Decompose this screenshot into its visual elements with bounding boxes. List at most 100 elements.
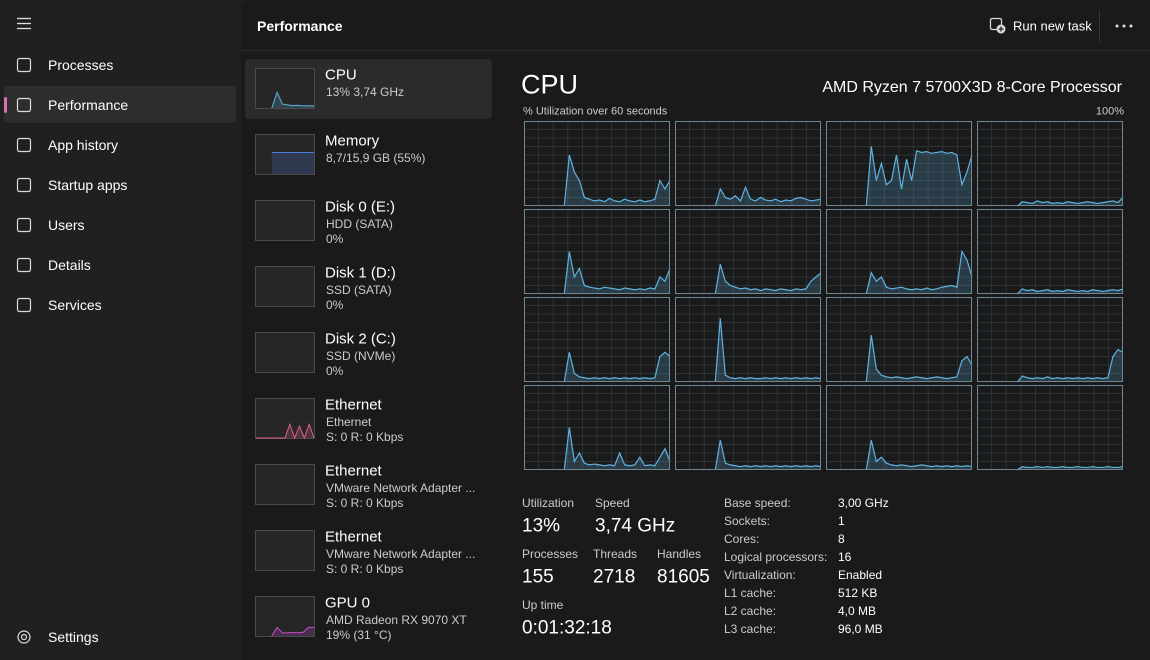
core-cell [826,385,972,470]
graph-line [563,427,671,471]
graph-area [564,427,670,470]
graph-line [256,422,315,440]
settings[interactable]: Settings [48,629,99,645]
graph-area [271,152,314,174]
settings-icon[interactable] [17,630,31,644]
graph-line [865,440,973,471]
spec-value: 1 [838,514,845,528]
device-name[interactable]: Disk 2 (C:) [325,330,396,348]
device-detail: 19% (31 °C) [326,628,392,642]
device-detail: AMD Radeon RX 9070 XT [326,613,467,627]
device-name[interactable]: Disk 1 (D:) [325,264,396,282]
stat-value: 2718 [593,566,636,588]
nav-item[interactable]: Processes [48,57,114,73]
run-new-task[interactable]: Run new task [1013,18,1092,34]
stat-value: 155 [522,566,554,588]
core-cell [524,209,670,294]
stat-label: Up time [522,598,564,612]
core-cell [675,385,821,470]
graph-line [563,351,671,383]
device-detail: 13% 3,74 GHz [326,85,405,99]
device-name[interactable]: Ethernet [325,396,382,414]
hamburger-icon[interactable] [17,17,31,30]
device-detail: S: 0 R: 0 Kbps [326,562,404,576]
device-detail: 0% [326,364,344,378]
graph-line [1016,197,1124,207]
graph-line [865,146,973,207]
nav-icon [16,297,32,313]
nav-item[interactable]: Services [48,297,102,313]
core-cell [524,297,670,382]
stat-value: 13% [522,515,561,537]
graph-max: 100% [1095,105,1124,118]
spec-label: Sockets: [724,514,771,528]
stat-label: Handles [657,547,702,561]
device-name[interactable]: CPU [325,66,357,84]
page-title: Performance [257,18,343,34]
spec-label: L2 cache: [724,604,777,618]
device-thumb [255,68,315,109]
spec-label: L3 cache: [724,622,777,636]
nav-icon [16,177,32,193]
spec-value: 3,00 GHz [838,496,889,510]
graph-area [564,251,670,294]
graph-area [271,627,314,636]
core-cell [524,121,670,206]
nav-icon [16,137,32,153]
core-cell [977,297,1123,382]
spec-value: 96,0 MB [838,622,883,636]
core-cell [524,385,670,470]
device-thumb [255,134,315,175]
nav-item[interactable]: Performance [48,97,129,113]
stat-label: Speed [595,496,630,510]
device-thumb [255,398,315,439]
graph-line [714,264,822,295]
device-name[interactable]: Ethernet [325,528,382,546]
graph-line [563,251,671,295]
spec-label: Logical processors: [724,550,828,564]
device-detail: VMware Network Adapter ... [326,547,476,561]
graph-area [564,352,670,382]
nav-item[interactable]: Users [48,217,85,233]
nav-item[interactable]: Details [48,257,91,273]
device-detail: SSD (NVMe) [326,349,396,363]
cpu-model: AMD Ryzen 7 5700X3D 8-Core Processor [822,79,1122,96]
graph-area [1017,288,1123,294]
spec-value: 8 [838,532,845,546]
more-button[interactable] [1115,24,1133,28]
nav-selected [4,86,236,123]
graph-area [866,146,972,206]
spec-value: Enabled [838,568,883,582]
device-name[interactable]: GPU 0 [325,594,371,612]
core-cell [977,121,1123,206]
nav-icon [16,57,32,73]
device-detail: S: 0 R: 0 Kbps [326,430,404,444]
spec-value: 16 [838,550,852,564]
device-thumb [255,332,315,373]
device-name[interactable]: Disk 0 (E:) [325,198,396,216]
device-thumb [255,464,315,505]
stat-label: Threads [593,547,638,561]
spec-label: Cores: [724,532,760,546]
spec-value: 512 KB [838,586,878,600]
nav-icon [16,257,32,273]
run-task-icon[interactable] [989,17,1006,34]
graph-area [866,251,972,294]
nav-item[interactable]: App history [48,137,119,153]
graph-line [714,440,822,471]
stat-value: 0:01:32:18 [522,617,612,639]
spec-label: Base speed: [724,496,791,510]
spec-value: 4,0 MB [838,604,877,618]
device-name[interactable]: Ethernet [325,462,382,480]
graph-line [865,249,973,295]
device-detail: 0% [326,232,344,246]
device-detail: 0% [326,298,344,312]
device-name[interactable]: Memory [325,132,380,150]
device-thumb [255,266,315,307]
device-detail: S: 0 R: 0 Kbps [326,496,404,510]
nav-item[interactable]: Startup apps [48,177,128,193]
core-cell [675,121,821,206]
nav-icon [16,97,32,113]
core-cell [977,209,1123,294]
